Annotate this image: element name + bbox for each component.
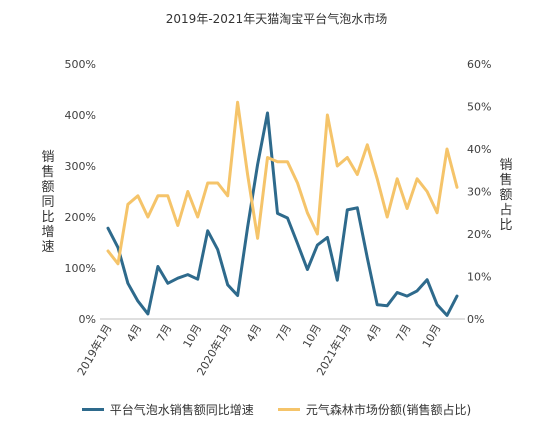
x-tick-label: 4月: [244, 322, 264, 344]
y-right-tick-label: 60%: [467, 58, 491, 71]
legend-label-growth: 平台气泡水销售额同比增速: [109, 403, 254, 417]
y-axis-right-label: 销售额占比: [499, 158, 513, 233]
x-tick-label: 7月: [154, 322, 174, 344]
series-line-growth: [106, 111, 459, 317]
y-right-tick-label: 10%: [467, 271, 491, 284]
y-left-tick-label: 0%: [79, 313, 96, 326]
x-tick-label: 10月: [181, 322, 205, 350]
x-tick-label: 10月: [300, 322, 324, 350]
legend-swatch-growth: [81, 408, 104, 411]
y-left-tick-label: 200%: [65, 211, 96, 224]
y-right-tick-label: 0%: [467, 313, 484, 326]
y-left-tick-label: 400%: [65, 109, 96, 122]
y-axis-left-label: 销售额同比增速: [41, 150, 55, 255]
x-tick-label: 10月: [420, 322, 444, 350]
x-tick-label: 7月: [274, 322, 294, 344]
y-right-tick-label: 30%: [467, 186, 491, 199]
y-left-tick-label: 300%: [65, 160, 96, 173]
x-tick-label: 7月: [393, 322, 413, 344]
legend-label-share: 元气森林市场份额(销售额占比): [305, 403, 472, 417]
y-left-tick-label: 500%: [65, 58, 96, 71]
x-tick-label: 2019年1月: [74, 322, 115, 378]
chart-title: 2019年-2021年天猫淘宝平台气泡水市场: [165, 12, 388, 26]
series-line-share: [106, 100, 459, 266]
legend: 平台气泡水销售额同比增速 元气森林市场份额(销售额占比): [0, 401, 553, 418]
y-right-tick-label: 40%: [467, 143, 491, 156]
y-right-tick-label: 50%: [467, 101, 491, 114]
legend-item-share: 元气森林市场份额(销售额占比): [277, 401, 472, 418]
x-tick-label: 4月: [124, 322, 144, 344]
x-tick-label: 4月: [364, 322, 384, 344]
legend-swatch-share: [277, 408, 300, 411]
y-left-tick-label: 100%: [65, 262, 96, 275]
legend-item-growth: 平台气泡水销售额同比增速: [81, 401, 254, 418]
y-right-tick-label: 20%: [467, 228, 491, 241]
